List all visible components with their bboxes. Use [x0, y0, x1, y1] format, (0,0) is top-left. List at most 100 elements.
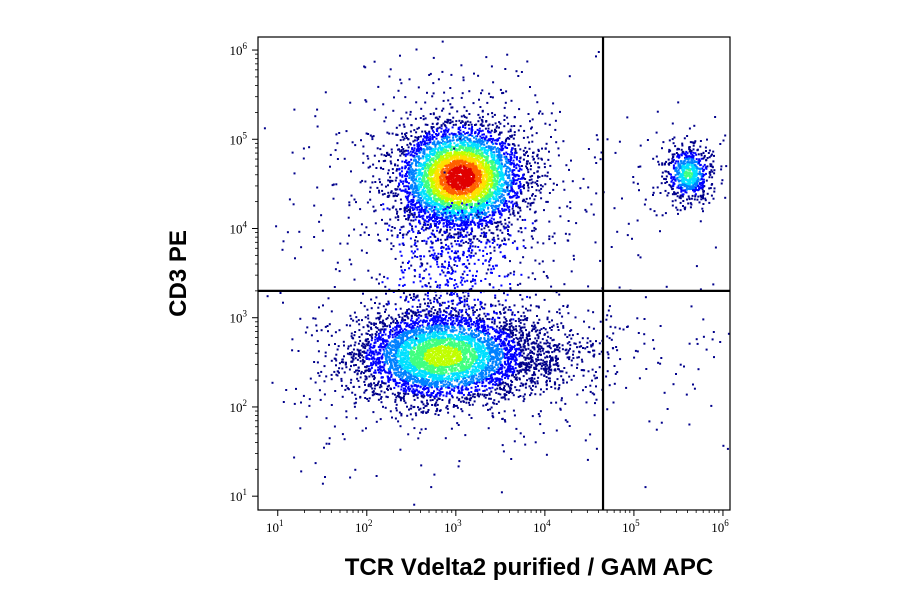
event-dot [477, 184, 479, 187]
event-dot [425, 185, 428, 188]
event-dot [505, 139, 507, 142]
event-dot [473, 147, 476, 150]
event-dot [418, 150, 420, 153]
event-dot [363, 65, 366, 68]
event-dot [436, 172, 439, 175]
event-dot [505, 151, 508, 154]
event-dot [482, 178, 485, 181]
event-dot [442, 175, 445, 178]
event-dot [440, 124, 443, 127]
event-dot [334, 149, 337, 152]
event-dot [392, 109, 395, 112]
event-dot [517, 164, 520, 167]
event-dot [414, 117, 417, 120]
event-dot [500, 162, 503, 165]
event-dot [448, 155, 451, 158]
event-dot [519, 227, 522, 230]
event-dot [500, 187, 503, 190]
event-dot [490, 183, 493, 186]
event-dot [443, 206, 446, 208]
event-dot [426, 210, 429, 213]
event-dot [497, 211, 500, 214]
event-dot [492, 204, 495, 207]
event-dot [493, 197, 495, 200]
event-dot [430, 205, 433, 208]
event-dot [517, 175, 520, 178]
event-dot [526, 150, 528, 153]
event-dot [391, 132, 394, 135]
event-dot [432, 154, 434, 157]
event-dot [479, 218, 482, 221]
event-dot [485, 219, 487, 222]
event-dot [464, 234, 467, 237]
event-dot [493, 246, 496, 249]
event-dot [491, 164, 494, 167]
event-dot [417, 138, 420, 140]
event-dot [459, 218, 462, 221]
event-dot [423, 177, 426, 180]
event-dot [461, 138, 464, 141]
event-dot [473, 136, 475, 139]
event-dot [519, 215, 522, 218]
event-dot [499, 177, 502, 180]
event-dot [488, 204, 490, 207]
event-dot [434, 184, 437, 187]
event-dot [472, 144, 475, 147]
event-dot [406, 192, 409, 195]
event-dot [479, 205, 482, 208]
event-dot [456, 110, 459, 113]
event-dot [439, 229, 442, 232]
event-dot [513, 169, 516, 172]
event-dot [394, 164, 396, 167]
event-dot [496, 177, 499, 180]
event-dot [423, 221, 426, 224]
event-dot [385, 155, 388, 157]
event-dot [434, 154, 437, 157]
event-dot [510, 187, 513, 190]
event-dot [389, 179, 392, 182]
event-dot [370, 276, 373, 279]
event-dot [439, 147, 442, 150]
event-dot [437, 146, 440, 149]
event-dot [419, 165, 422, 167]
event-dot [431, 206, 433, 209]
event-dot [435, 107, 438, 110]
event-dot [486, 142, 488, 145]
event-dot [458, 211, 461, 214]
event-dot [455, 175, 458, 177]
event-dot [425, 193, 428, 196]
event-dot [405, 185, 408, 188]
event-dot [415, 148, 418, 151]
event-dot [486, 203, 489, 206]
event-dot [376, 186, 379, 189]
event-dot [365, 132, 368, 135]
event-dot [414, 172, 417, 175]
event-dot [408, 168, 411, 171]
event-dot [481, 194, 484, 197]
event-dot [384, 159, 387, 162]
event-dot [456, 153, 459, 155]
event-dot [473, 214, 476, 217]
event-dot [459, 209, 462, 212]
event-dot [445, 198, 447, 200]
event-dot [498, 189, 501, 192]
event-dot [380, 167, 382, 170]
event-dot [363, 231, 366, 234]
event-dot [429, 254, 432, 257]
event-dot [432, 112, 435, 115]
event-dot [403, 125, 406, 128]
event-dot [452, 170, 455, 173]
event-dot [409, 113, 412, 116]
event-dot [427, 186, 430, 188]
event-dot [500, 156, 503, 159]
event-dot [490, 147, 493, 150]
event-dot [546, 200, 549, 203]
event-dot [468, 197, 471, 200]
event-dot [517, 129, 520, 132]
event-dot [428, 74, 431, 76]
event-dot [462, 169, 465, 172]
event-dot [509, 162, 512, 165]
event-dot [613, 207, 616, 210]
event-dot [480, 207, 483, 210]
event-dot [390, 190, 393, 193]
